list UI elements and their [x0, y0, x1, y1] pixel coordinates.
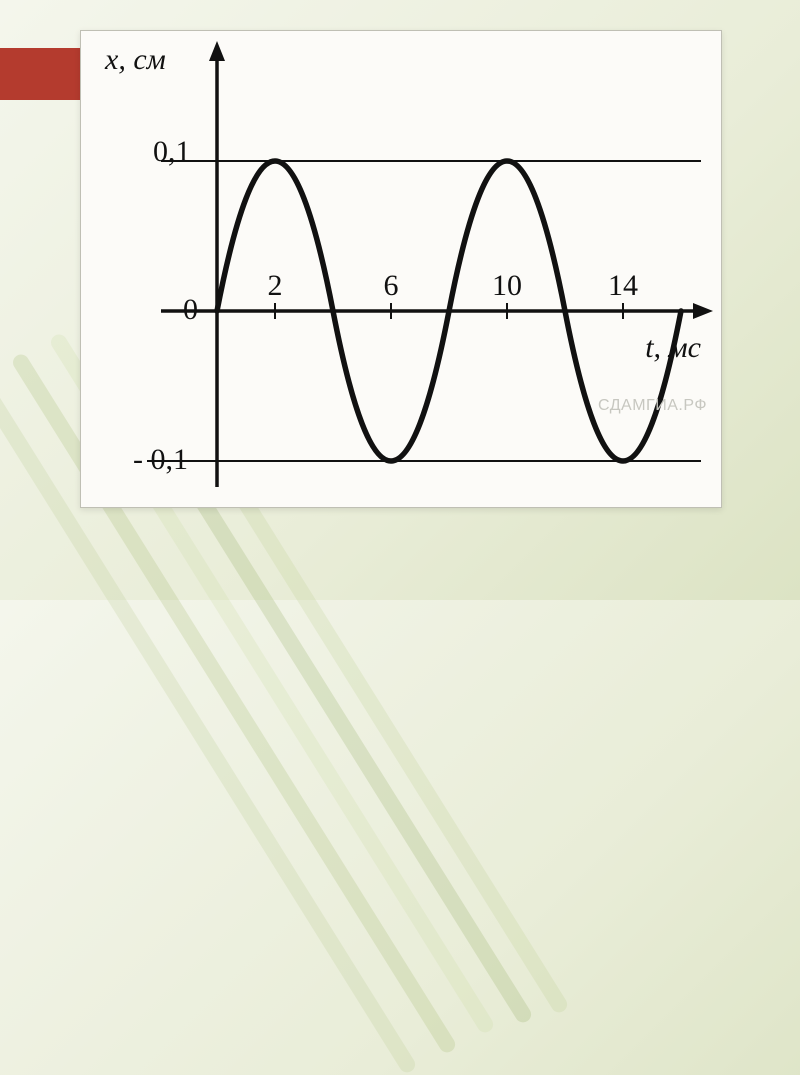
amplitude-label-pos: 0,1 — [153, 135, 191, 169]
y-axis-arrow — [209, 41, 225, 61]
accent-tab — [0, 48, 92, 100]
x-tick-label: 2 — [268, 269, 283, 303]
y-axis-label: x, см — [105, 43, 166, 77]
oscillation-chart: x, см t, мс 0 0,1 - 0,1 2 6 10 14 СДАМГИ… — [81, 31, 721, 507]
chart-card: x, см t, мс 0 0,1 - 0,1 2 6 10 14 СДАМГИ… — [80, 30, 722, 508]
watermark: СДАМГИА.РФ — [598, 397, 707, 415]
x-tick-label: 10 — [492, 269, 522, 303]
origin-label: 0 — [183, 293, 198, 327]
x-axis-label: t, мс — [645, 331, 701, 365]
amplitude-label-neg: - 0,1 — [133, 443, 188, 477]
x-tick-label: 6 — [384, 269, 399, 303]
x-axis-arrow — [693, 303, 713, 319]
x-tick-label: 14 — [608, 269, 638, 303]
